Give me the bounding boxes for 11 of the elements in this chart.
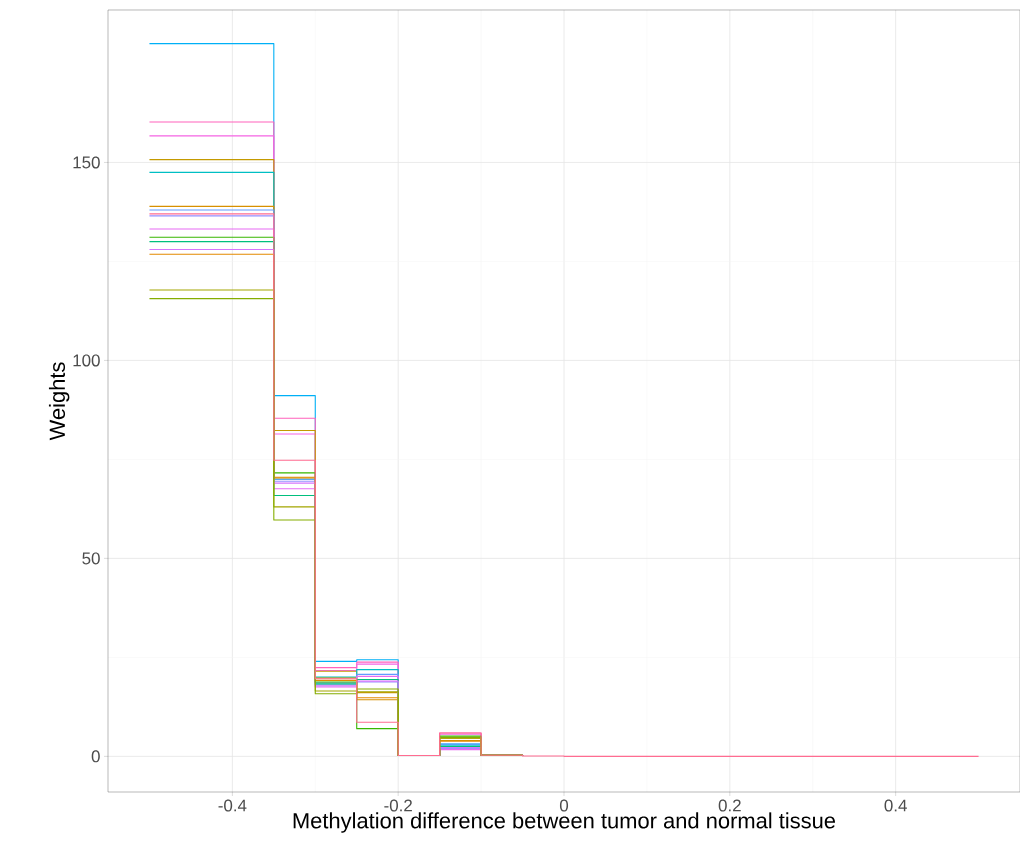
y-tick-label: 0 [91,750,100,763]
x-axis-title: Methylation difference between tumor and normal tissue [293,812,836,833]
y-tick-label: 100 [73,354,100,367]
x-tick-label: 0 [559,799,569,812]
x-tick-label: -0.4 [218,799,247,812]
y-axis-title: Weights [48,362,70,441]
y-tick-label: 150 [73,156,100,169]
y-tick-label: 50 [82,552,100,565]
x-tick-label: -0.2 [384,799,412,812]
x-tick-label: 0.2 [718,799,741,812]
x-tick-label: 0.4 [884,799,907,812]
